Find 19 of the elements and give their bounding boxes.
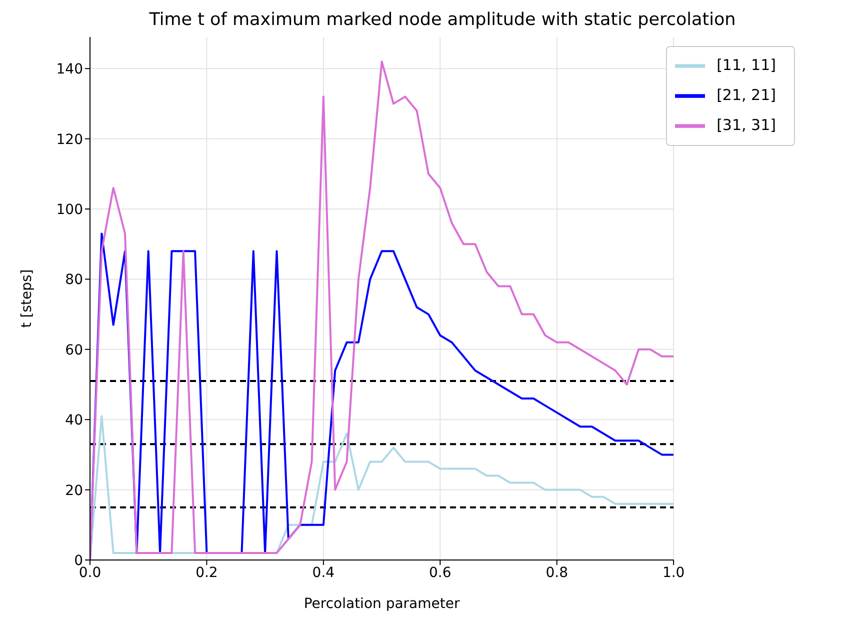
x-tick-label: 0.4 xyxy=(312,564,335,581)
y-tick-label: 140 xyxy=(56,62,83,78)
y-axis-title: t [steps] xyxy=(18,269,35,328)
y-tick-label: 80 xyxy=(65,272,83,288)
y-tick-label: 100 xyxy=(56,202,83,218)
legend-label: [31, 31] xyxy=(716,116,776,134)
y-tick-label: 40 xyxy=(65,412,83,429)
y-tick-label: 120 xyxy=(56,132,83,148)
x-axis-title: Percolation parameter xyxy=(304,596,460,612)
legend-label: [21, 21] xyxy=(716,86,776,104)
x-tick-label: 0.6 xyxy=(429,564,452,581)
y-tick-label: 60 xyxy=(65,342,83,358)
x-tick-label: 0.8 xyxy=(546,564,568,581)
x-tick-label: 0.2 xyxy=(196,564,218,581)
x-tick-label: 0.0 xyxy=(78,564,102,581)
y-tick-label: 20 xyxy=(65,482,83,499)
chart-title: Time t of maximum marked node amplitude with static percolation xyxy=(148,10,737,30)
x-tick-label: 1.0 xyxy=(662,564,685,581)
legend-label: [11, 11] xyxy=(716,56,776,74)
